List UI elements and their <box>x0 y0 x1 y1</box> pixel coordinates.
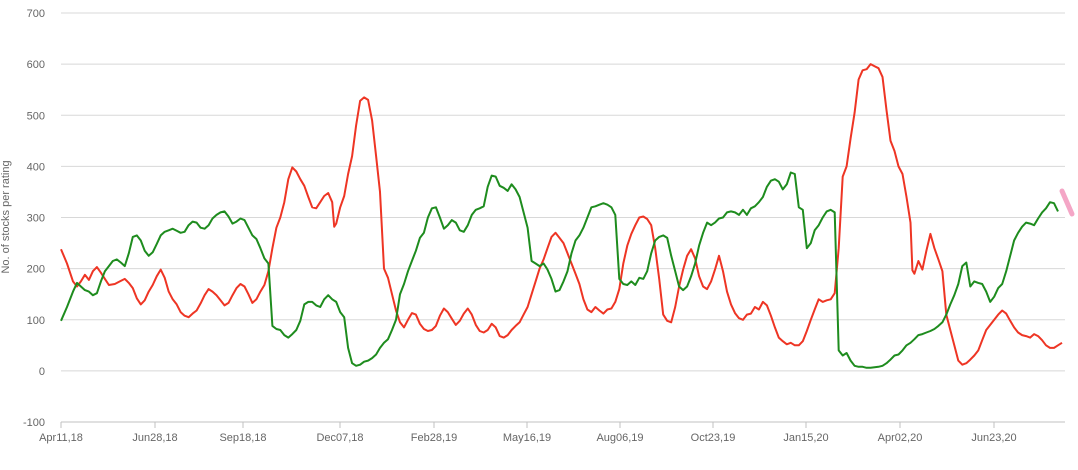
x-tick-label: Apr02,20 <box>878 432 923 444</box>
x-tick-label: Jan15,20 <box>783 432 828 444</box>
y-axis-title: No. of stocks per rating <box>0 160 12 273</box>
y-tick-label: 0 <box>39 366 45 378</box>
series-lines <box>60 63 1063 369</box>
y-tick-label: 300 <box>27 213 45 225</box>
y-gridlines <box>61 12 1065 423</box>
x-tick-label: Jun28,18 <box>132 432 177 444</box>
series-line-1 <box>60 171 1059 369</box>
x-tick-label: Feb28,19 <box>411 432 457 444</box>
y-tick-label: 400 <box>27 161 45 173</box>
x-tick-label: Oct23,19 <box>691 432 736 444</box>
x-axis: Apr11,18 Jun28,18 Sep18,18 Dec07,18 Feb28,19… <box>39 422 1017 444</box>
x-tick-label: Sep18,18 <box>219 432 266 444</box>
y-tick-label: -100 <box>23 417 45 429</box>
x-tick-label: Jun23,20 <box>971 432 1016 444</box>
series-line-0 <box>60 63 1063 366</box>
y-tick-label: 700 <box>27 8 45 20</box>
y-tick-label: 500 <box>27 110 45 122</box>
y-tick-label: 200 <box>27 264 45 276</box>
x-tick-label: Apr11,18 <box>39 432 83 444</box>
y-axis-tick-labels: -100 0 100 200 300 400 500 600 700 <box>23 8 45 429</box>
y-tick-label: 100 <box>27 315 45 327</box>
y-tick-label: 600 <box>27 59 45 71</box>
highlight-marker <box>1059 188 1075 217</box>
x-tick-label: May16,19 <box>503 432 551 444</box>
x-tick-label: Dec07,18 <box>316 432 363 444</box>
x-tick-label: Aug06,19 <box>596 432 643 444</box>
